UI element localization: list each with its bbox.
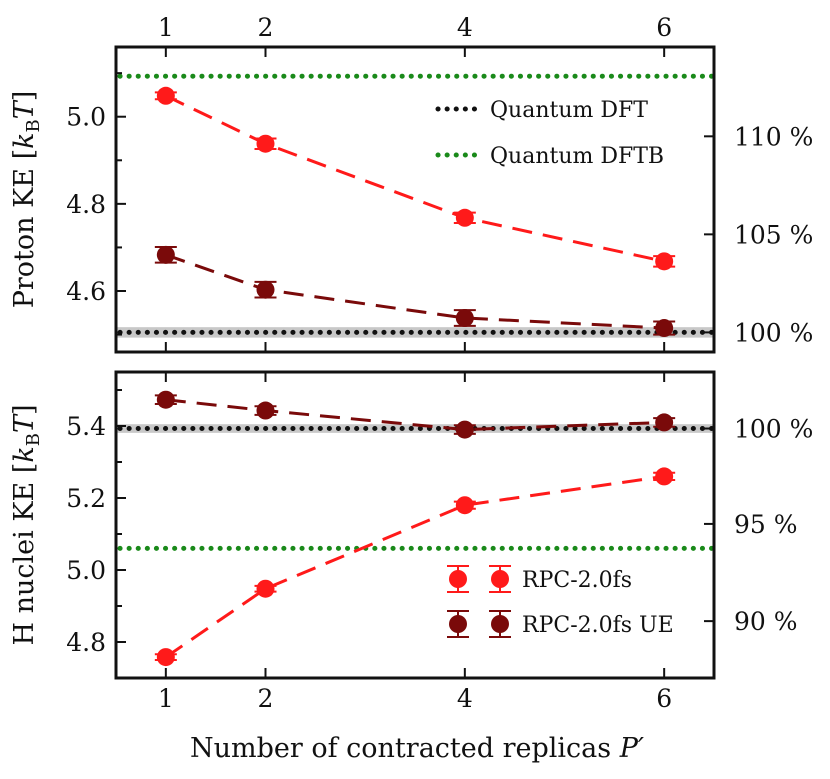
rpc-2-0fs-marker xyxy=(655,252,674,271)
x-axis-title-symbol: P′ xyxy=(619,733,644,764)
quantum-dft-uncertainty-band xyxy=(116,327,714,338)
y-tick-label: 4.8 xyxy=(66,628,106,657)
y-axis-title-text: H nuclei KE [ xyxy=(9,463,40,646)
right-tick-label: 90 % xyxy=(734,607,798,636)
y-axis-title-subscript: B xyxy=(23,119,44,132)
y-axis-title: Proton KE [kBT] xyxy=(9,91,44,309)
right-tick-label: 100 % xyxy=(734,415,813,444)
rpc-2-0fs-marker xyxy=(156,648,175,667)
y-axis-title-text: Proton KE [ xyxy=(9,149,40,308)
rpc-2-0fs-marker xyxy=(156,86,175,105)
right-tick-label: 105 % xyxy=(734,220,813,249)
y-tick-label: 5.0 xyxy=(66,103,106,132)
y-axis-title-text: ] xyxy=(9,404,40,415)
right-tick-label: 110 % xyxy=(734,122,813,151)
rpc-2-0fs-ue-marker xyxy=(455,309,474,328)
y-tick-label: 4.8 xyxy=(66,190,106,219)
rpc-2-0fs-marker xyxy=(655,467,674,486)
rpc-2-0fs-marker xyxy=(455,496,474,515)
rpc-2-0fs-ue-marker xyxy=(256,401,275,420)
rpc-2-0fs-ue-series-line xyxy=(165,398,665,432)
y-tick-label: 5.4 xyxy=(66,412,106,441)
y-tick-label: 4.6 xyxy=(66,277,106,306)
rpc-2-0fs-ue-marker xyxy=(156,245,175,264)
y-axis-title-unit: k xyxy=(9,446,40,462)
right-tick-label: 95 % xyxy=(734,510,798,539)
rpc-2-0fs-ue-series-line xyxy=(165,253,665,330)
x-axis-title-text: Number of contracted replicas xyxy=(190,733,620,764)
y-tick-label: 5.2 xyxy=(66,484,106,513)
legend-label: RPC-2.0fs UE xyxy=(522,613,674,638)
legend-marker xyxy=(449,570,467,588)
x-tick-label-top: 4 xyxy=(457,13,473,42)
rpc-2-0fs-ue-marker xyxy=(655,413,674,432)
x-tick-label: 1 xyxy=(158,684,174,713)
legend-marker xyxy=(491,570,509,588)
y-axis-title-unit: T xyxy=(9,413,40,433)
y-axis-title: H nuclei KE [kBT] xyxy=(9,404,44,645)
rpc-2-0fs-ue-marker xyxy=(455,420,474,439)
legend-label: Quantum DFTB xyxy=(490,144,664,169)
x-tick-label-top: 6 xyxy=(656,13,672,42)
rpc-2-0fs-series-line xyxy=(164,474,665,659)
right-tick-label: 100 % xyxy=(734,318,813,347)
y-axis-title-text: ] xyxy=(9,91,40,102)
panel-frame xyxy=(114,45,716,354)
rpc-2-0fs-ue-marker xyxy=(256,280,275,299)
y-axis-title-unit: k xyxy=(9,133,40,149)
y-axis-title-subscript: B xyxy=(23,433,44,446)
panel-top: 1 2 4 6 4.6 4.8 5.0 100 % 105 % 110 % Proton KE [k… xyxy=(9,13,813,354)
rpc-2-0fs-ue-marker xyxy=(655,319,674,338)
y-tick-label: 5.0 xyxy=(66,556,106,585)
x-tick-label-top: 2 xyxy=(258,13,274,42)
x-tick-label-top: 1 xyxy=(158,13,174,42)
x-tick-label: 6 xyxy=(656,684,672,713)
rpc-2-0fs-marker xyxy=(256,134,275,153)
legend-label: RPC-2.0fs xyxy=(522,568,632,593)
legend-label: Quantum DFT xyxy=(490,98,648,123)
rpc-2-0fs-marker xyxy=(256,579,275,598)
quantum-dft-uncertainty-band xyxy=(116,424,714,433)
x-tick-label: 2 xyxy=(258,684,274,713)
x-tick-label: 4 xyxy=(457,684,473,713)
legend-marker xyxy=(491,615,509,633)
rpc-2-0fs-ue-marker xyxy=(156,390,175,409)
y-axis-title-unit: T xyxy=(9,99,40,119)
x-axis-title: Number of contracted replicas P′ xyxy=(190,733,644,764)
panel-bottom: 1 2 4 6 4.8 5.0 5.2 5.4 90 % 95 % 100 % H nuclei KE… xyxy=(9,370,813,713)
panel-frame xyxy=(114,370,716,680)
legend-marker xyxy=(449,615,467,633)
rpc-2-0fs-marker xyxy=(455,208,474,227)
